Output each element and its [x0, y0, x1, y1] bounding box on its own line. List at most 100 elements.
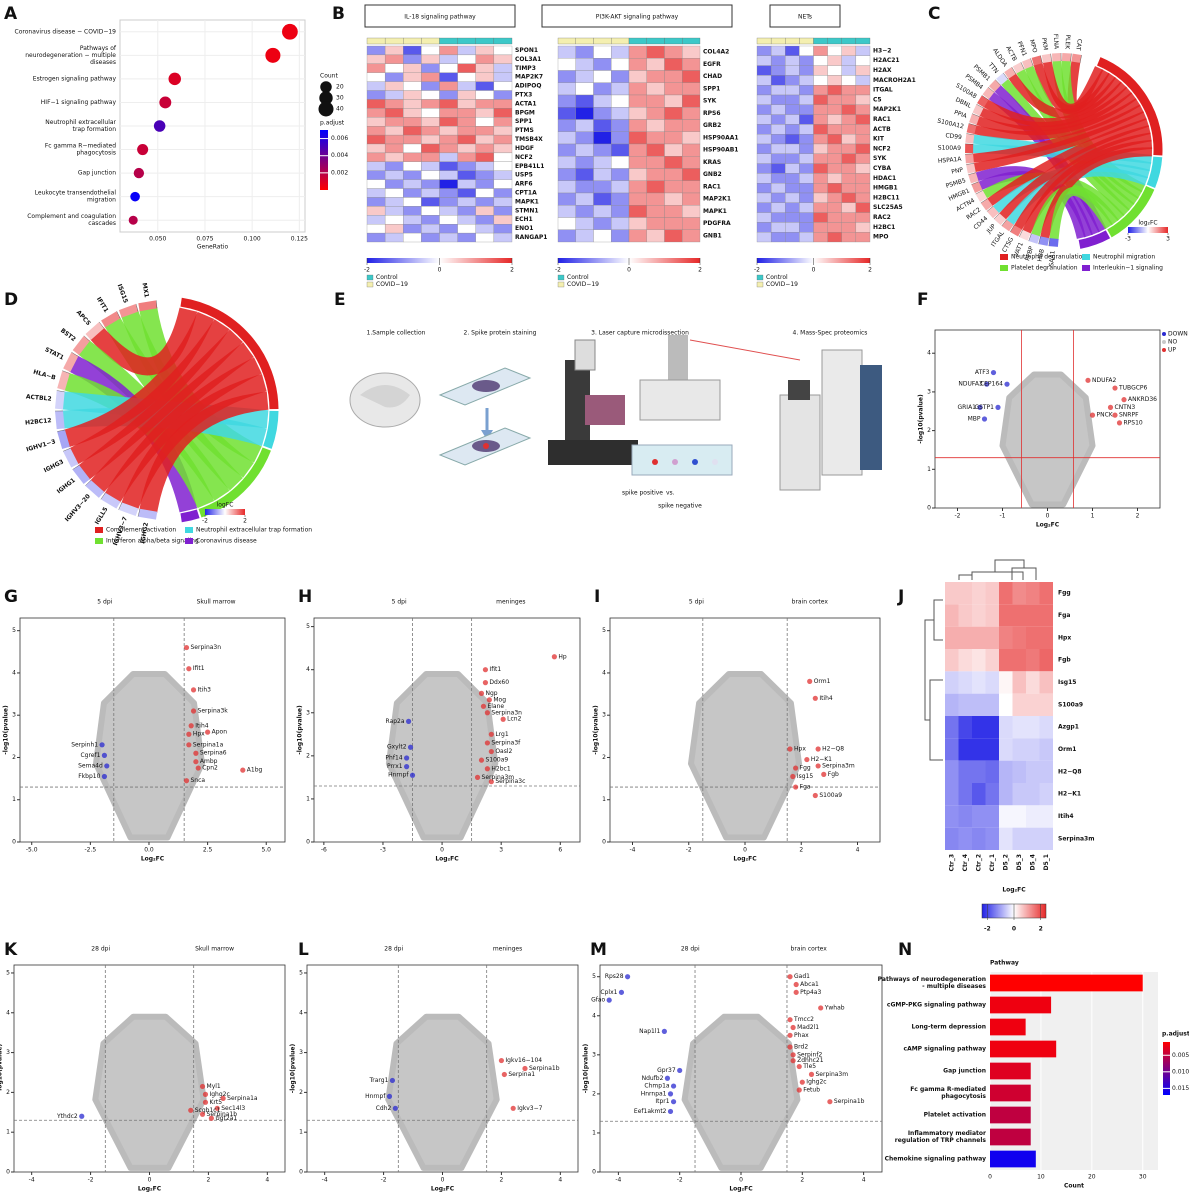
heatmap-cell — [841, 202, 857, 213]
heatmap-cell — [813, 124, 828, 135]
column-group — [813, 37, 828, 45]
x-tick-label: 6 — [558, 847, 562, 854]
y-tick-label: 3 — [299, 1049, 303, 1056]
heatmap-cell — [855, 173, 871, 184]
tile-edge — [72, 465, 80, 470]
heatmap-cell — [682, 107, 701, 120]
y-axis-label: -log10(pvalue) — [593, 705, 600, 755]
y-tick-label: 1 — [602, 796, 606, 803]
point-label: Fgg — [800, 765, 811, 772]
heatmap-cell — [403, 134, 422, 145]
heatmap-cell — [421, 54, 440, 64]
heatmap-cell — [457, 143, 476, 154]
heatmap-cell — [664, 131, 683, 145]
y-tick-label: 0 — [592, 1169, 596, 1176]
point — [188, 723, 194, 729]
y-tick-label: 3 — [927, 388, 931, 395]
x-tick-label: -4 — [322, 1177, 328, 1184]
gene-label: IFIT1 — [95, 296, 110, 314]
heatmap-cell — [366, 90, 386, 100]
heatmap-cell — [366, 215, 386, 225]
heatmap-cell — [628, 58, 647, 71]
heatmap-cell — [799, 94, 814, 105]
point — [480, 703, 487, 709]
heatmap-cell — [593, 70, 612, 83]
heatmap-cell — [1039, 738, 1053, 761]
gene-label: MX1 — [141, 282, 150, 298]
heatmap-cell — [421, 206, 440, 216]
row-label: Fgg — [1058, 590, 1071, 597]
heatmap-cell — [799, 222, 814, 233]
heatmap-cell — [475, 54, 495, 64]
heatmap-cell — [557, 229, 576, 243]
heatmap-cell — [827, 124, 842, 135]
point — [984, 381, 990, 387]
heatmap-cell — [855, 65, 871, 76]
heatmap-cell — [1012, 649, 1026, 672]
logfc-tile — [982, 87, 995, 100]
tile-edge — [1079, 54, 1082, 63]
heatmap-cell — [1039, 604, 1053, 627]
x-axis-label: Log₂FC — [729, 1186, 753, 1193]
x-tick-label: 0 — [743, 847, 747, 854]
gene-label: HSPA1A — [938, 156, 963, 165]
point — [478, 757, 485, 763]
column-label: Ctr_4 — [962, 854, 969, 871]
colorbar-label: 3 — [1166, 236, 1170, 243]
heatmap-cell — [756, 134, 772, 145]
y-tick-label: 0 — [927, 505, 931, 512]
heatmap-cell — [827, 143, 842, 154]
point — [1089, 412, 1096, 418]
heatmap-cell — [439, 188, 458, 198]
y-tick-label: 4 — [602, 669, 606, 676]
heatmap-cell — [756, 153, 772, 164]
heatmap-cell — [403, 99, 422, 109]
heatmap-cell — [1026, 738, 1040, 761]
heatmap-cell — [799, 114, 814, 125]
heatmap-cell — [493, 108, 513, 118]
heatmap-cell — [841, 183, 857, 194]
heatmap-cell — [493, 179, 513, 189]
heatmap-cell — [841, 114, 857, 125]
heatmap-cell — [611, 58, 630, 71]
gene-label: CD99 — [945, 132, 962, 141]
heatmap-cell — [770, 212, 786, 223]
dot — [128, 215, 138, 225]
heatmap-cell — [646, 70, 665, 83]
colorbar — [1128, 227, 1168, 233]
heatmap-cell — [421, 197, 440, 207]
heatmap-cell — [1039, 805, 1053, 828]
panel-label: D — [4, 290, 18, 310]
heatmap-cell — [611, 107, 630, 120]
heatmap-cell — [403, 108, 422, 118]
heatmap-cell — [855, 114, 871, 125]
heatmap-cell — [1039, 760, 1053, 783]
heatmap-cell — [493, 170, 513, 180]
heatmap-cell — [457, 170, 476, 180]
heatmap-cell — [1039, 716, 1053, 739]
point-label: Serpina3m — [822, 762, 855, 769]
heatmap-cell — [493, 126, 513, 136]
row-label: NCF2 — [515, 154, 533, 161]
heatmap-cell — [827, 202, 842, 213]
x-tick-label: -4 — [615, 1177, 621, 1184]
row-label: SPP1 — [515, 118, 532, 125]
heatmap-cell — [1026, 783, 1040, 806]
heatmap-cell — [384, 188, 404, 198]
heatmap-title: IL-18 signaling pathway — [404, 14, 476, 21]
row-label: GNB2 — [703, 171, 722, 178]
legend-swatch — [756, 274, 764, 281]
heatmap-cell — [785, 104, 800, 115]
heatmap-cell — [664, 168, 683, 181]
panel-subtitle: Skull marrow — [195, 946, 234, 953]
heatmap-cell — [827, 45, 842, 56]
heatmap-cell — [1012, 626, 1026, 649]
row-label: SYK — [703, 98, 717, 105]
tile-edge — [118, 502, 123, 510]
x-tick-label: 0.0 — [144, 847, 154, 854]
legend-swatch — [1082, 265, 1090, 271]
heatmap-cell — [1026, 604, 1040, 627]
heatmap-cell — [855, 75, 871, 86]
point-label: Fetub — [803, 1086, 820, 1093]
heatmap-cell — [628, 192, 647, 206]
